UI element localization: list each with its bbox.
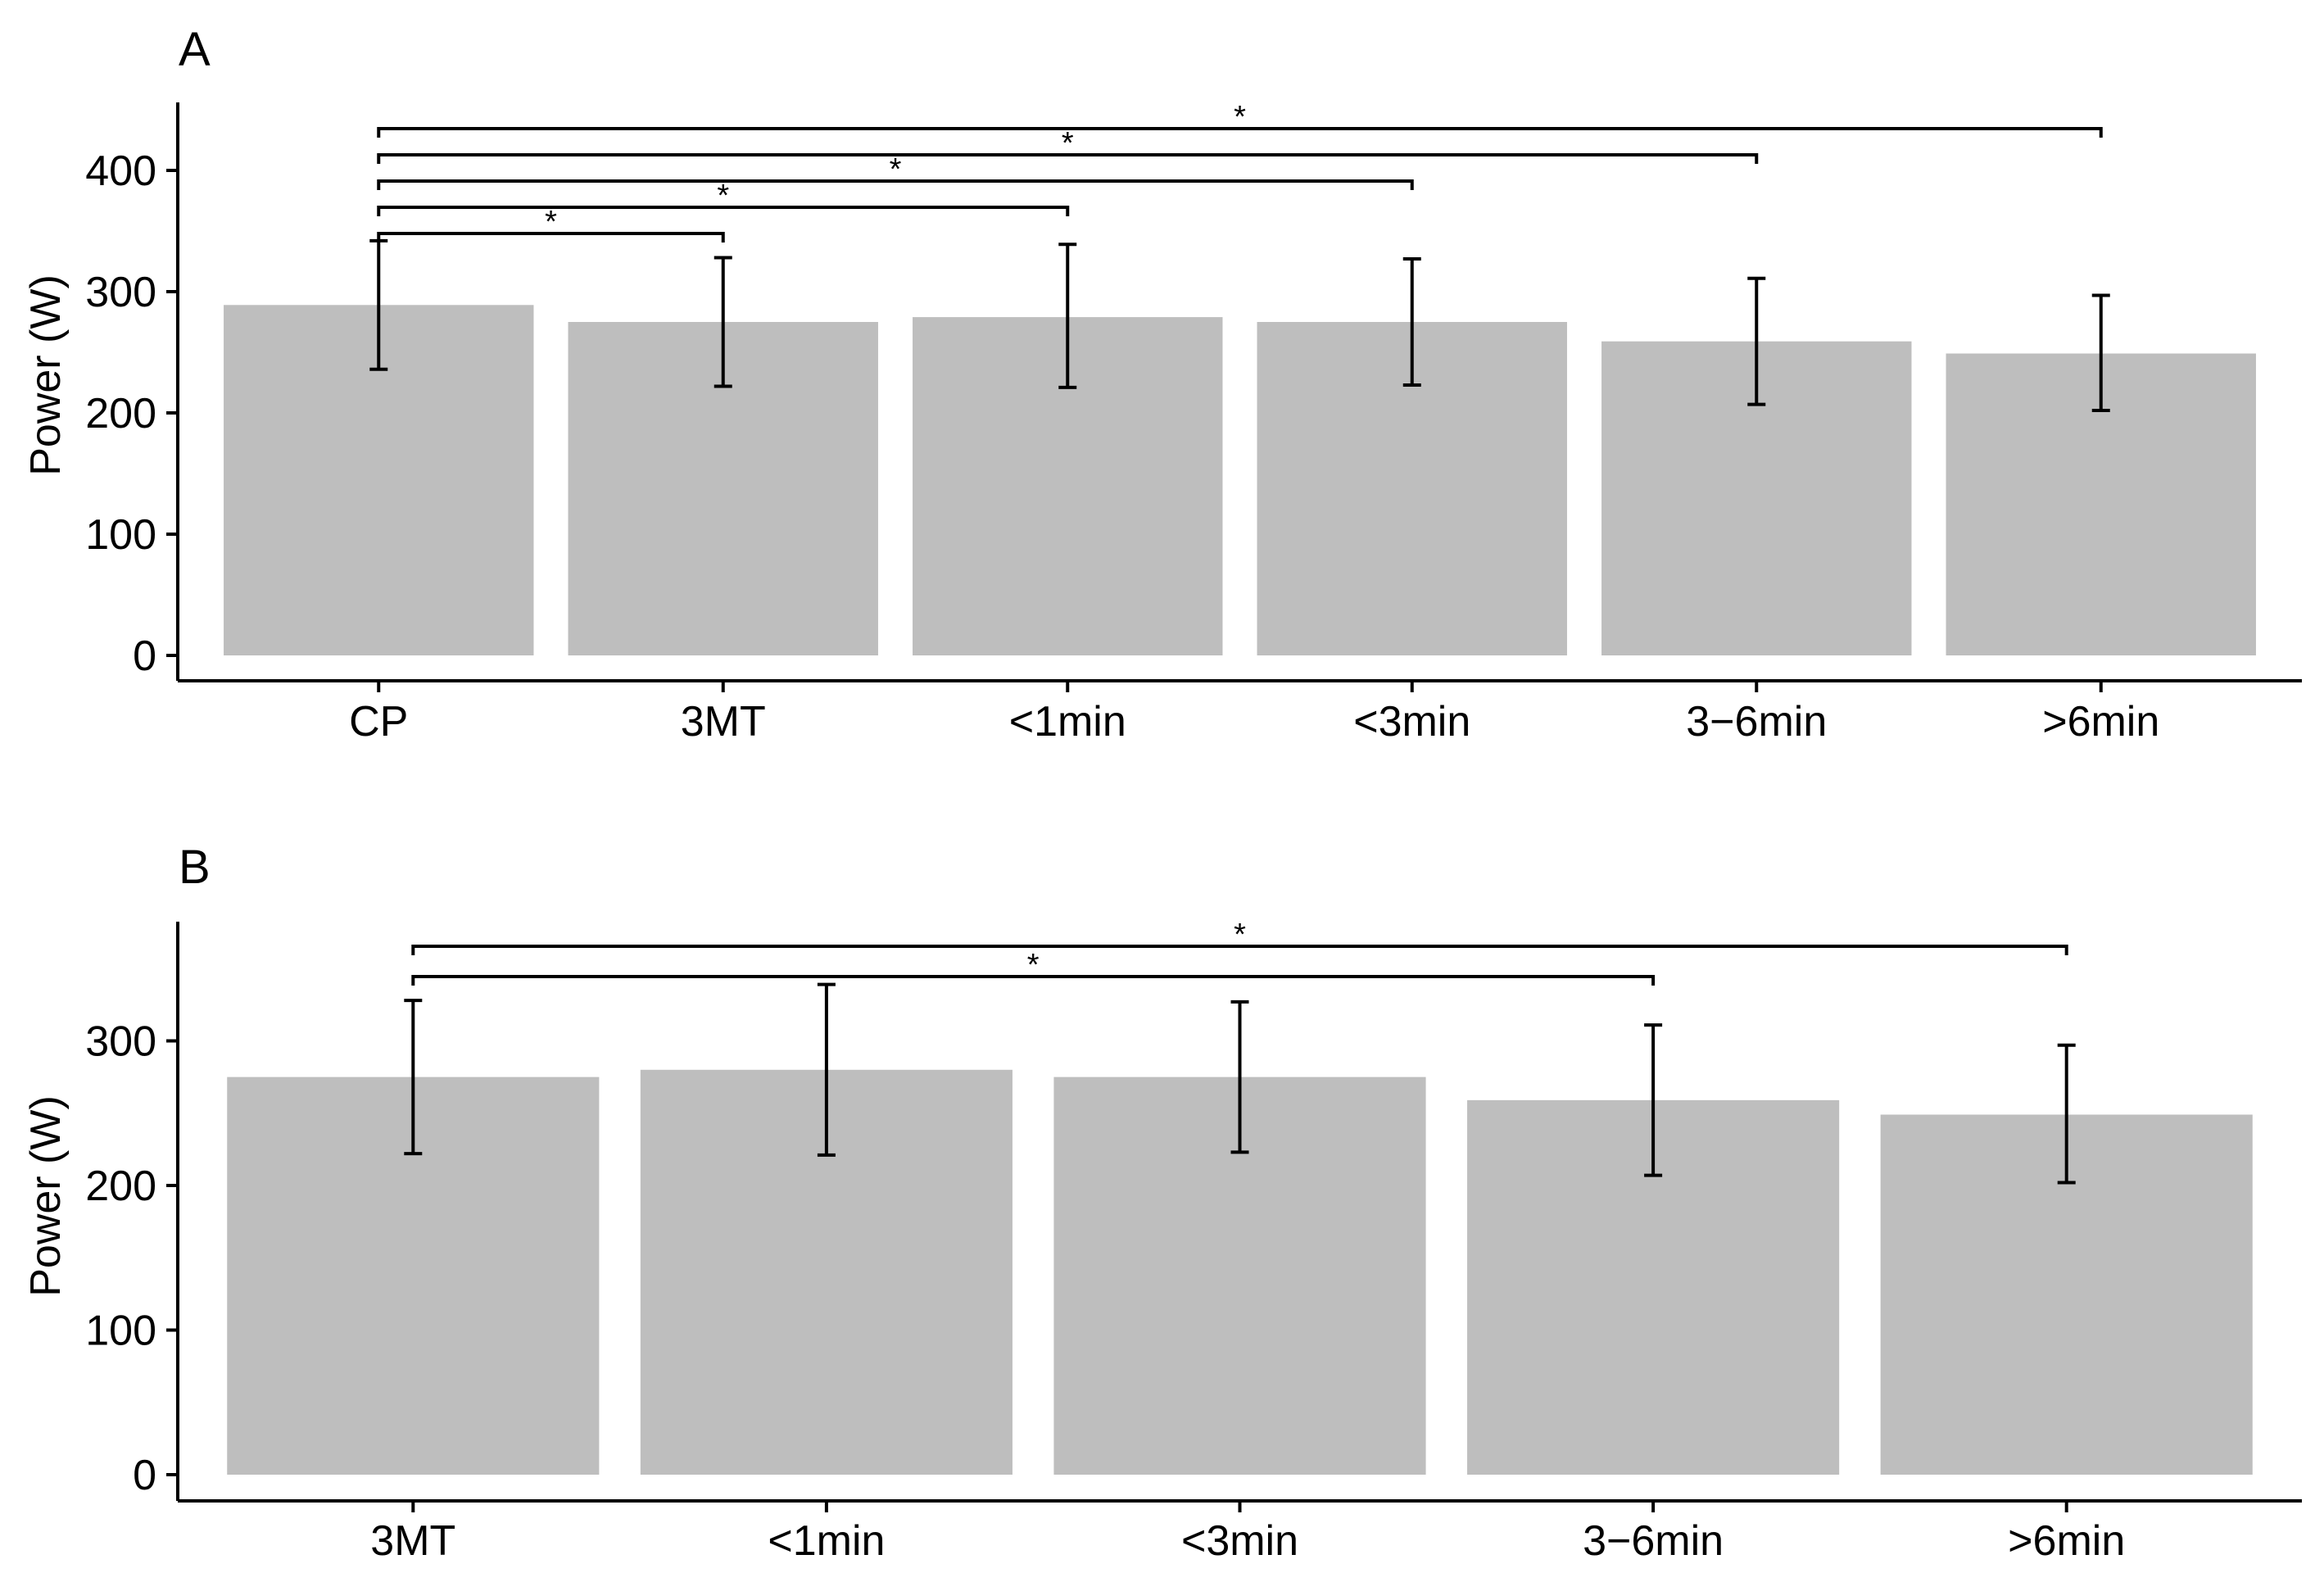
panel-a-error-bar-2 (1058, 243, 1077, 389)
panel-b-x-tick-label-4: >6min (2008, 1517, 2125, 1565)
panel-a: A Power (W) 0 100 200 300 400 CP 3MT <1min <3min… (22, 23, 2302, 746)
panel-a-x-tick-label-4: 3−6min (1686, 698, 1827, 746)
panel-a-significance-bracket-1: * (377, 179, 1070, 216)
panel-b: B Power (W) 0 100 200 300 3MT <1min <3min 3−6mi… (22, 841, 2302, 1565)
panel-a-error-bar-4 (1747, 276, 1766, 406)
panel-a-y-axis-title: Power (W) (22, 274, 70, 476)
panel-b-label: B (179, 841, 211, 894)
panel-b-significance-bracket-1: * (411, 918, 2068, 955)
panel-a-error-bar-5 (2091, 293, 2110, 413)
panel-b-significance-star-1: * (1234, 918, 1246, 952)
panel-b-x-tick-label-2: <3min (1181, 1517, 1298, 1565)
panel-a-x-tick-label-5: >6min (2042, 698, 2159, 746)
panel-a-significance-star-4: * (1234, 100, 1246, 134)
panel-a-significance-bracket-3: * (377, 126, 1759, 164)
panel-b-y-tick-label-1: 100 (85, 1308, 156, 1355)
panel-a-significance-star-0: * (545, 205, 557, 239)
panel-b-error-bar-4 (2057, 1043, 2076, 1185)
panel-a-error-bar-1 (714, 256, 732, 388)
panel-b-error-bar-0 (404, 999, 423, 1156)
panel-a-label: A (179, 23, 211, 76)
panel-b-error-bar-1 (817, 982, 836, 1157)
panel-b-significance-star-0: * (1027, 948, 1040, 982)
panel-a-x-tick-label-1: 3MT (681, 698, 766, 746)
panel-b-x-tick-label-0: 3MT (370, 1517, 455, 1565)
panel-b-y-axis-title: Power (W) (22, 1095, 70, 1297)
panel-b-y-tick-label-0: 0 (133, 1452, 156, 1499)
panel-b-error-bar-2 (1230, 1000, 1249, 1154)
panel-a-significance-bracket-4: * (377, 100, 2103, 138)
panel-a-y-tick-label-4: 400 (85, 147, 156, 195)
panel-a-significance-bracket-0: * (377, 205, 725, 243)
panel-a-x-tick-label-0: CP (349, 698, 408, 746)
panel-a-x-tick-label-3: <3min (1353, 698, 1470, 746)
panel-b-y-tick-label-3: 300 (85, 1018, 156, 1066)
panel-a-y-tick-label-2: 200 (85, 390, 156, 437)
panel-b-significance-bracket-0: * (411, 948, 1656, 986)
panel-a-significance-star-3: * (1062, 126, 1074, 161)
panel-a-x-tick-label-2: <1min (1009, 698, 1126, 746)
panel-b-x-tick-label-1: <1min (768, 1517, 885, 1565)
panel-b-y-tick-label-2: 200 (85, 1163, 156, 1210)
panel-a-y-tick-label-1: 100 (85, 511, 156, 559)
panel-a-significance-star-1: * (717, 179, 729, 213)
panel-b-error-bar-3 (1644, 1023, 1663, 1177)
panel-a-y-tick-label-0: 0 (133, 632, 156, 680)
panel-b-x-tick-label-3: 3−6min (1583, 1517, 1724, 1565)
panel-a-significance-bracket-2: * (377, 152, 1414, 190)
panel-a-y-tick-label-3: 300 (85, 269, 156, 316)
panel-a-error-bar-3 (1402, 257, 1421, 387)
panel-a-significance-star-2: * (890, 152, 902, 187)
